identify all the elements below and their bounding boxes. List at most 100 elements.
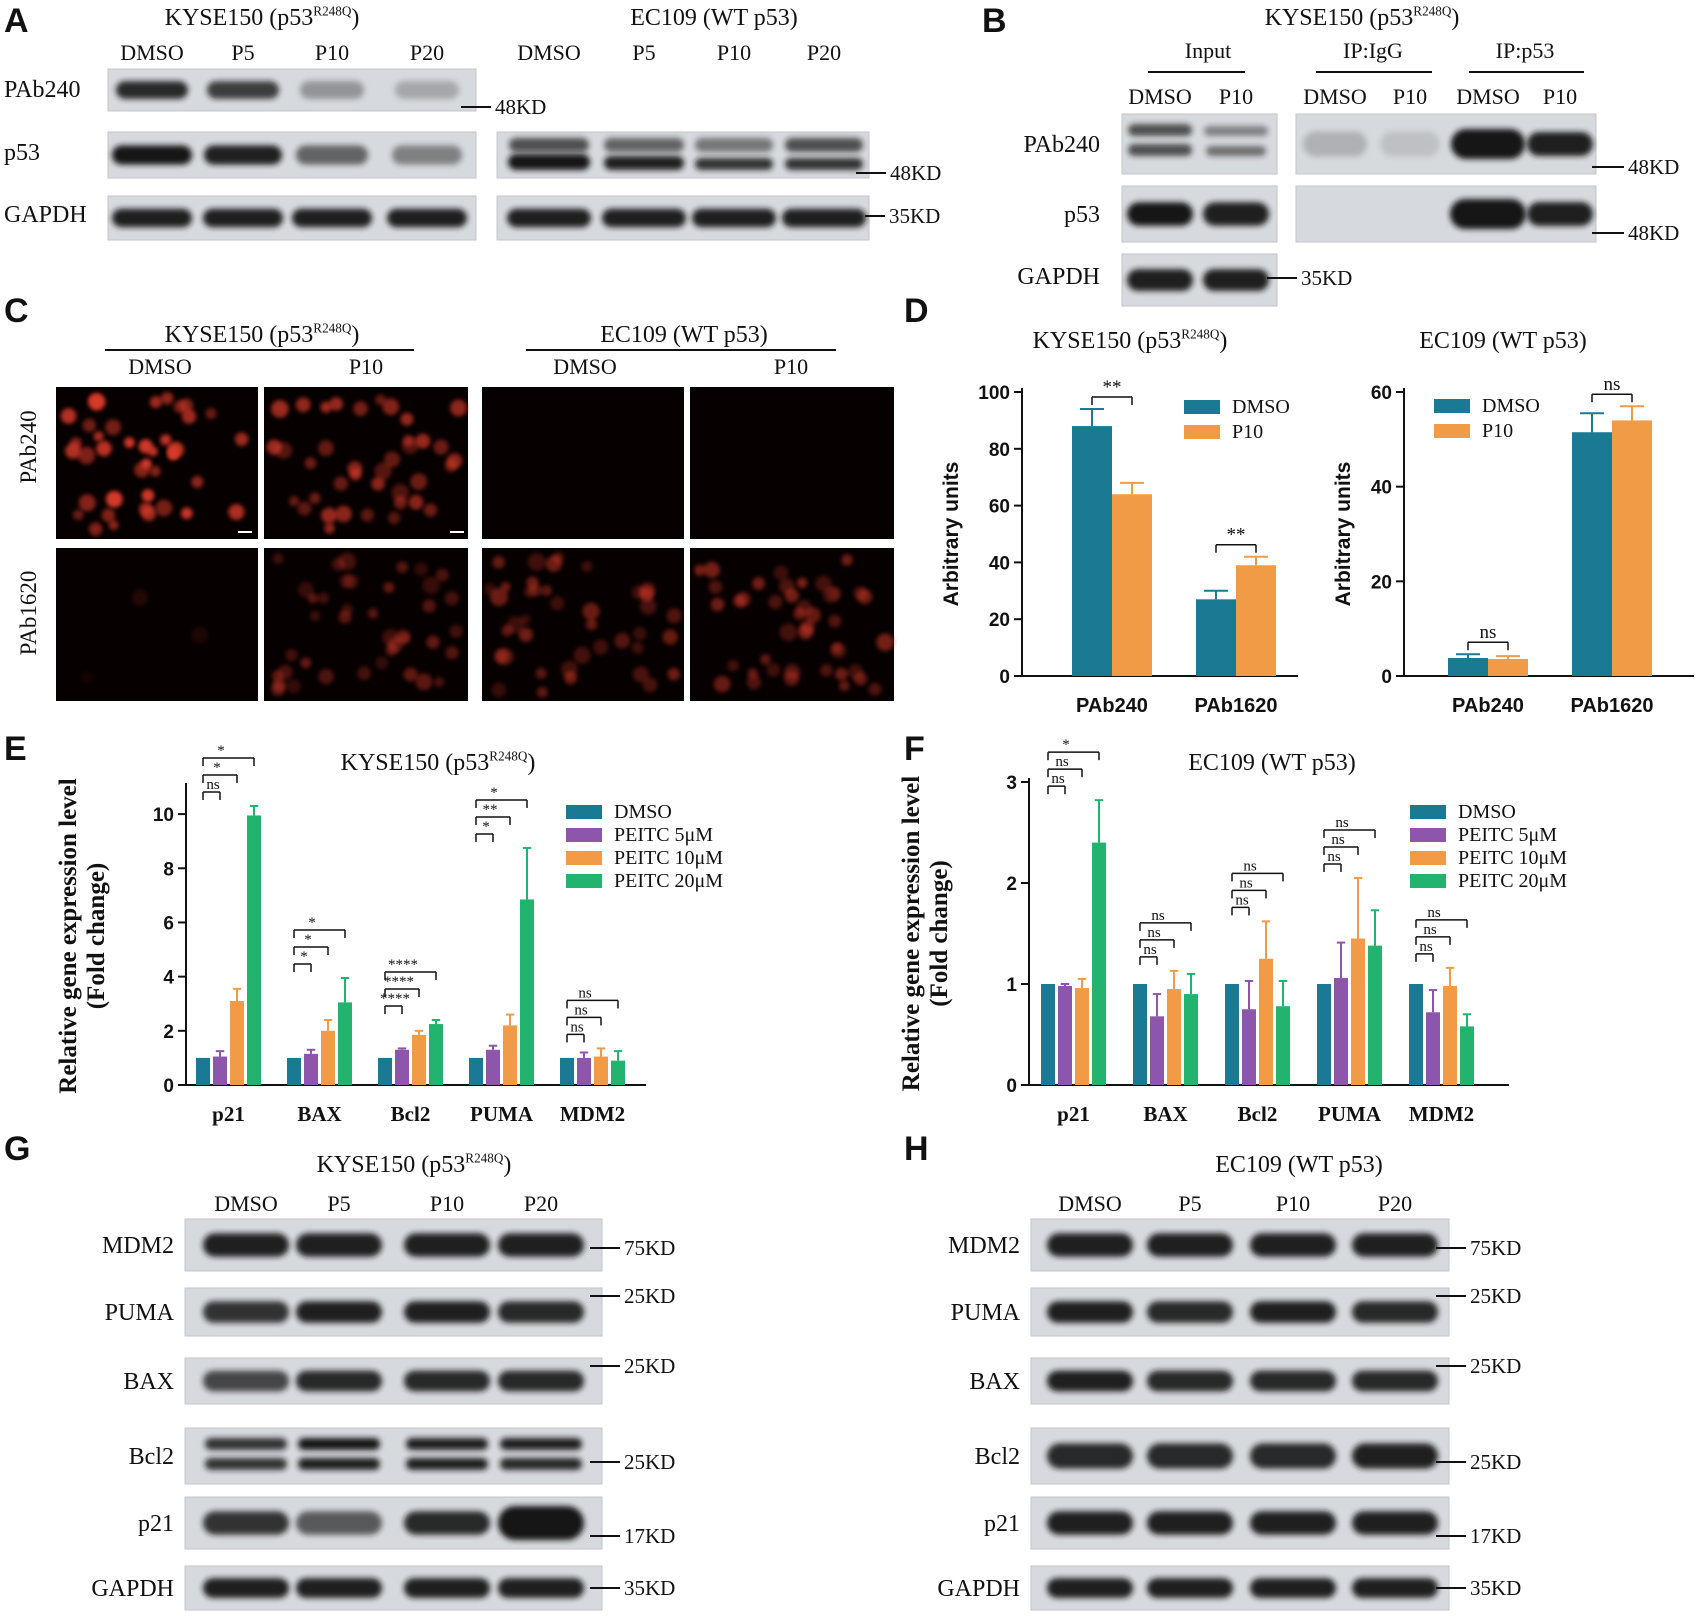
sig-label: ns <box>1143 942 1157 958</box>
y-tick-label: 80 <box>989 440 1010 461</box>
cell-nucleus <box>518 627 534 642</box>
sig-label: * <box>490 785 498 801</box>
cell-nucleus <box>633 626 647 641</box>
cell-nucleus <box>320 401 332 413</box>
sig-label: ns <box>1051 771 1065 787</box>
panel-g-blot-BAX <box>184 1357 603 1405</box>
cell-nucleus <box>70 437 82 450</box>
cell-nucleus <box>320 507 338 524</box>
cell-nucleus <box>561 660 578 678</box>
bar <box>213 1056 227 1085</box>
bar <box>1488 658 1528 676</box>
y-tick-label: 8 <box>163 859 174 880</box>
cell-nucleus <box>450 399 467 417</box>
legend-swatch <box>1410 874 1446 888</box>
legend-swatch <box>1410 851 1446 865</box>
marker-a-35kd: 35KD <box>889 204 940 228</box>
blot-background <box>185 1428 602 1484</box>
cell-nucleus <box>666 608 682 624</box>
sig-label: ns <box>1243 858 1257 874</box>
bar <box>287 1057 301 1085</box>
band <box>203 208 283 228</box>
panel-a-left-title: KYSE150 (p53R248Q) <box>165 3 360 31</box>
cell-nucleus <box>501 624 513 637</box>
x-tick-label: MDM2 <box>1409 1102 1474 1126</box>
lane-label: DMSO <box>1303 84 1367 109</box>
band <box>1352 1301 1438 1323</box>
band <box>1527 202 1593 226</box>
y-axis-label: Relative gene expression level <box>55 778 82 1093</box>
cell-nucleus <box>402 435 415 447</box>
bar <box>412 1034 426 1085</box>
cell-nucleus <box>300 657 312 669</box>
legend-label: DMSO <box>1482 395 1540 417</box>
bar <box>1572 432 1612 676</box>
cell-nucleus <box>382 398 400 416</box>
cell-nucleus <box>285 648 298 662</box>
x-tick-label: PAb1620 <box>1570 695 1653 717</box>
x-tick-label: p21 <box>212 1102 245 1126</box>
cell-nucleus <box>639 597 657 615</box>
band <box>1203 202 1269 226</box>
legend-swatch <box>1434 424 1470 438</box>
group-label: IP:p53 <box>1496 38 1555 63</box>
band <box>1127 269 1193 291</box>
band <box>298 1458 380 1470</box>
blot-a-gapdh-left <box>107 195 477 241</box>
band <box>1047 1233 1133 1257</box>
blot-border <box>1030 1357 1450 1405</box>
sig-label: **** <box>380 991 410 1007</box>
blot-a-pab240 <box>107 68 477 112</box>
cell-nucleus <box>708 579 723 594</box>
legend-label: DMSO <box>614 801 672 823</box>
blot-border <box>1030 1218 1450 1272</box>
cell-nucleus <box>415 673 433 691</box>
y-tick-label: 20 <box>1371 572 1392 593</box>
x-tick-label: PAb240 <box>1076 695 1148 717</box>
panel-h-blot-PUMA <box>1030 1287 1450 1337</box>
sig-label: ns <box>570 1019 584 1035</box>
cell-nucleus <box>167 449 179 461</box>
row-label: BAX <box>123 1369 174 1395</box>
y-tick-label: 3 <box>1006 773 1017 794</box>
sig-label: * <box>217 743 225 759</box>
y-axis-label: Relative gene expression level <box>898 776 925 1091</box>
chart-E: 0 2 4 6 8 10 Relative gene expression level (Fo… <box>55 743 723 1126</box>
panel-letter-E: E <box>4 730 27 768</box>
cell-nucleus <box>694 564 706 576</box>
bar <box>378 1057 392 1085</box>
cell-nucleus <box>131 589 149 606</box>
row-label: GAPDH <box>937 1576 1020 1602</box>
marker-a-48kd: 48KD <box>495 95 546 119</box>
chart-title: KYSE150 (p53R248Q) <box>1033 326 1228 354</box>
cell-nucleus <box>491 682 507 698</box>
chart-title: EC109 (WT p53) <box>1419 328 1587 354</box>
band <box>692 208 776 228</box>
panel-letter-B: B <box>982 2 1007 40</box>
cell-nucleus <box>400 412 414 426</box>
band <box>406 1458 488 1470</box>
marker-b-48kd-2: 48KD <box>1628 221 1679 245</box>
cell-nucleus <box>90 394 101 406</box>
legend-label: PEITC 5μM <box>614 824 713 846</box>
cell-nucleus <box>297 581 314 598</box>
y-tick-label: 0 <box>1381 667 1392 688</box>
cell-nucleus <box>820 663 833 677</box>
cell-nucleus <box>662 629 678 645</box>
lane-label: DMSO <box>517 40 581 65</box>
cell-nucleus <box>493 648 509 664</box>
cell-nucleus <box>853 672 868 686</box>
panel-h-blot-GAPDH <box>1030 1565 1450 1611</box>
panel-c-left-title: KYSE150 (p53R248Q) <box>165 320 360 348</box>
cell-nucleus <box>80 671 93 684</box>
cell-nucleus <box>768 594 783 610</box>
x-tick-label: PAb240 <box>1452 695 1524 717</box>
legend-swatch <box>566 828 602 842</box>
cell-nucleus <box>160 434 172 446</box>
band <box>507 208 591 228</box>
image-kyse-dmso-pab1620 <box>56 548 258 701</box>
cell-nucleus <box>876 633 894 652</box>
band <box>1147 1578 1233 1598</box>
sig-label: ns <box>1480 622 1497 643</box>
